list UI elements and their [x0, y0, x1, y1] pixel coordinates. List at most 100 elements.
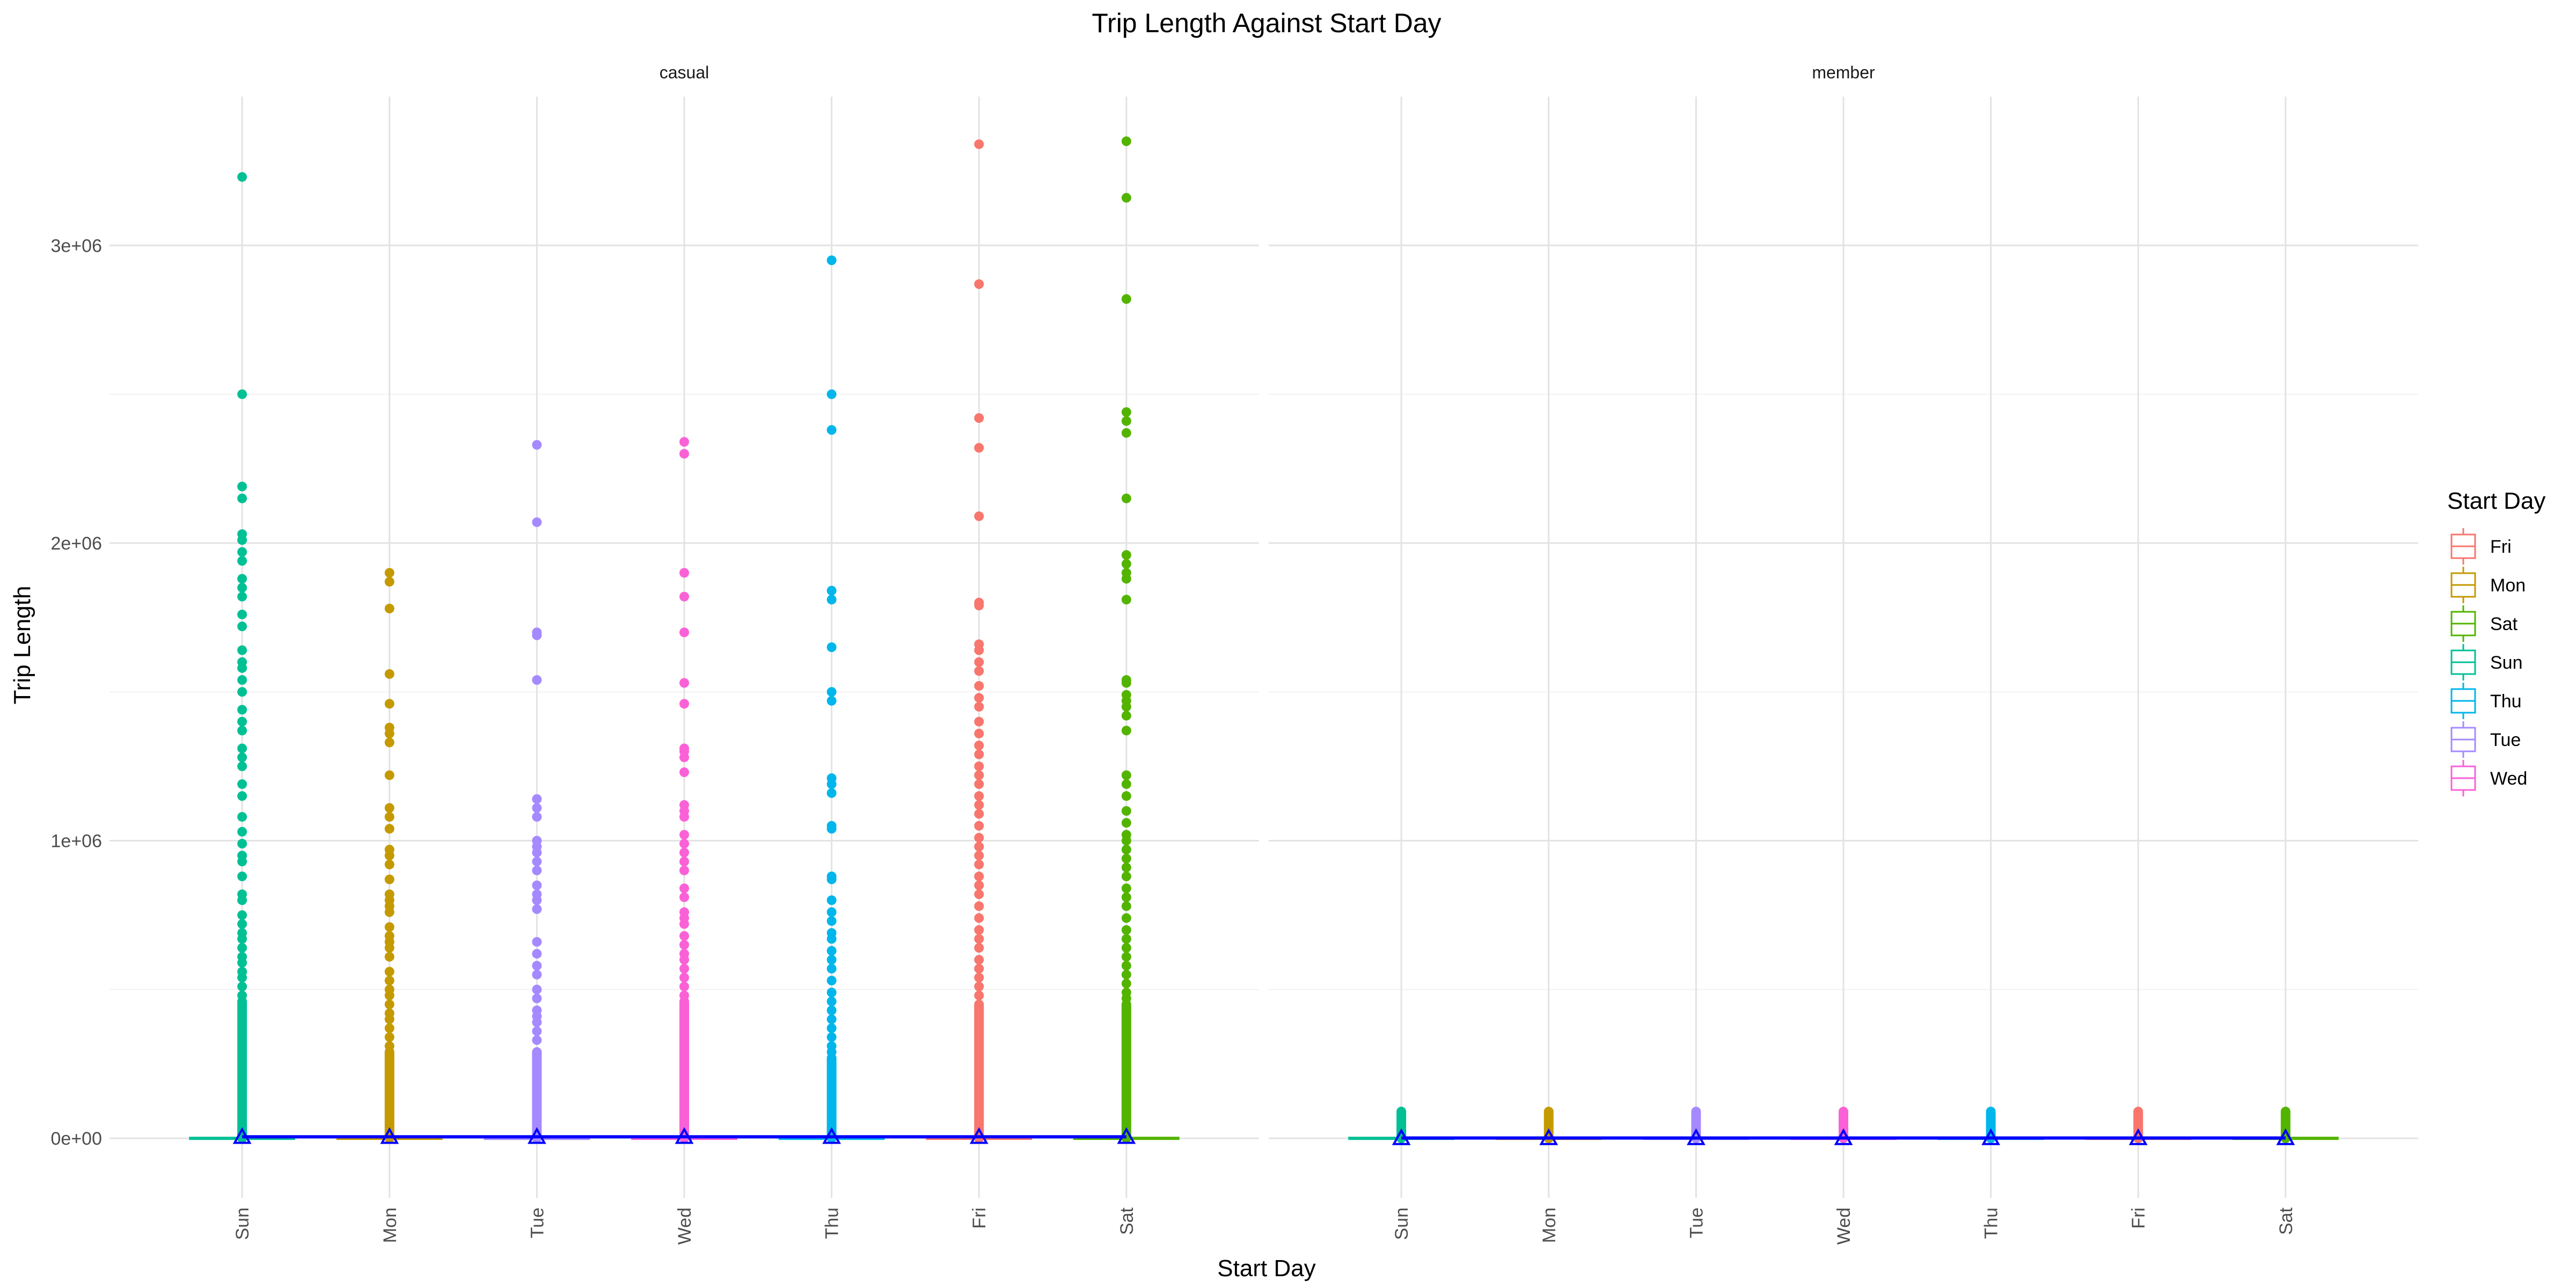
mean-marker: [822, 1127, 841, 1144]
outlier-point: [1121, 845, 1131, 855]
outlier-point: [384, 576, 394, 587]
outlier-point: [1121, 818, 1131, 828]
outlier-point: [826, 1005, 837, 1015]
outlier-point: [237, 872, 247, 882]
outlier-point: [237, 481, 247, 492]
outlier-point: [532, 937, 542, 947]
outlier-point: [532, 812, 542, 822]
mean-marker: [1392, 1128, 1411, 1145]
outlier-point: [679, 627, 689, 638]
outlier-point: [826, 1023, 837, 1033]
facet-panel-casual: casual 0e+00 1e+06 2e+06 3e+06 Sun Mon Tue Wed Th…: [51, 63, 1259, 1245]
outlier-point: [384, 824, 394, 834]
outlier-point: [974, 139, 984, 149]
outlier-point: [384, 728, 394, 738]
outlier-point: [532, 904, 542, 914]
x-tick-label: Wed: [675, 1208, 695, 1245]
outlier-point: [532, 970, 542, 980]
outlier-point: [237, 591, 247, 602]
mean-marker: [1981, 1128, 2001, 1145]
x-tick-label: Sun: [1392, 1208, 1412, 1240]
outlier-point: [679, 963, 689, 974]
outlier-point: [532, 993, 542, 1004]
facet-label: casual: [660, 63, 709, 82]
outlier-point: [679, 990, 689, 1000]
outlier-point: [974, 851, 984, 861]
outlier-point: [237, 535, 247, 545]
legend-label: Wed: [2490, 769, 2527, 789]
outlier-point: [679, 931, 689, 941]
outlier-point: [974, 681, 984, 691]
y-tick-label: 1e+06: [51, 831, 103, 851]
outlier-point: [826, 1014, 837, 1024]
legend-label: Tue: [2490, 730, 2521, 750]
outlier-point: [1121, 595, 1131, 605]
outlier-point: [384, 952, 394, 962]
outlier-point: [237, 934, 247, 944]
outlier-point: [1121, 925, 1131, 935]
outlier-point: [384, 737, 394, 748]
outlier-point: [1121, 913, 1131, 923]
outlier-point: [1121, 416, 1131, 426]
outlier-point: [237, 895, 247, 905]
outlier-point: [384, 1014, 394, 1024]
outlier-point: [384, 1041, 394, 1051]
outlier-point: [974, 791, 984, 801]
x-tick-label: Sat: [2276, 1207, 2296, 1235]
outlier-point: [532, 1035, 542, 1045]
outlier-point: [974, 716, 984, 727]
outlier-point: [826, 895, 837, 905]
outlier-point: [679, 699, 689, 709]
y-tick-label: 0e+00: [51, 1129, 103, 1149]
outlier-point: [237, 705, 247, 715]
outlier-point: [237, 972, 247, 983]
outlier-point: [1121, 961, 1131, 971]
outlier-point: [826, 255, 837, 266]
outlier-point: [1121, 970, 1131, 980]
mean-marker: [2128, 1128, 2148, 1145]
outlier-point: [826, 907, 837, 917]
outlier-point: [679, 857, 689, 867]
outlier-point: [532, 847, 542, 858]
outlier-point: [1121, 836, 1131, 846]
outlier-point: [1121, 770, 1131, 780]
outlier-point: [384, 976, 394, 986]
outlier-point: [1121, 574, 1131, 584]
outlier-point: [1121, 493, 1131, 503]
outlier-point: [974, 841, 984, 852]
legend-label: Fri: [2490, 537, 2512, 557]
outlier-point: [237, 812, 247, 822]
outlier-point: [532, 1017, 542, 1027]
outlier-point: [974, 413, 984, 423]
outlier-point: [974, 990, 984, 1000]
outlier-point: [532, 857, 542, 867]
outlier-point: [532, 961, 542, 971]
outlier-point: [532, 675, 542, 685]
outlier-point: [532, 517, 542, 528]
x-tick-label: Sat: [1117, 1207, 1137, 1235]
outlier-point: [1121, 678, 1131, 688]
outlier-point: [826, 916, 837, 926]
outlier-point: [679, 847, 689, 858]
outlier-point: [974, 859, 984, 869]
outlier-point: [237, 547, 247, 557]
outlier-point: [974, 872, 984, 882]
outlier-point: [679, 883, 689, 894]
outlier-point: [237, 493, 247, 503]
outlier-point: [237, 609, 247, 619]
facet-panels: casual 0e+00 1e+06 2e+06 3e+06 Sun Mon Tue Wed Th…: [51, 63, 2418, 1245]
outlier-point: [679, 830, 689, 840]
outlier-point: [384, 812, 394, 822]
outlier-point: [1121, 943, 1131, 953]
outlier-point: [1121, 901, 1131, 911]
outlier-point: [974, 443, 984, 453]
outlier-point: [974, 749, 984, 759]
x-tick-label: Tue: [1686, 1208, 1707, 1238]
outlier-point: [679, 839, 689, 849]
legend-label: Thu: [2490, 691, 2522, 712]
outlier-point: [1121, 883, 1131, 894]
mean-marker: [969, 1127, 989, 1144]
outlier-point: [679, 812, 689, 822]
legend-label: Sun: [2490, 653, 2523, 673]
